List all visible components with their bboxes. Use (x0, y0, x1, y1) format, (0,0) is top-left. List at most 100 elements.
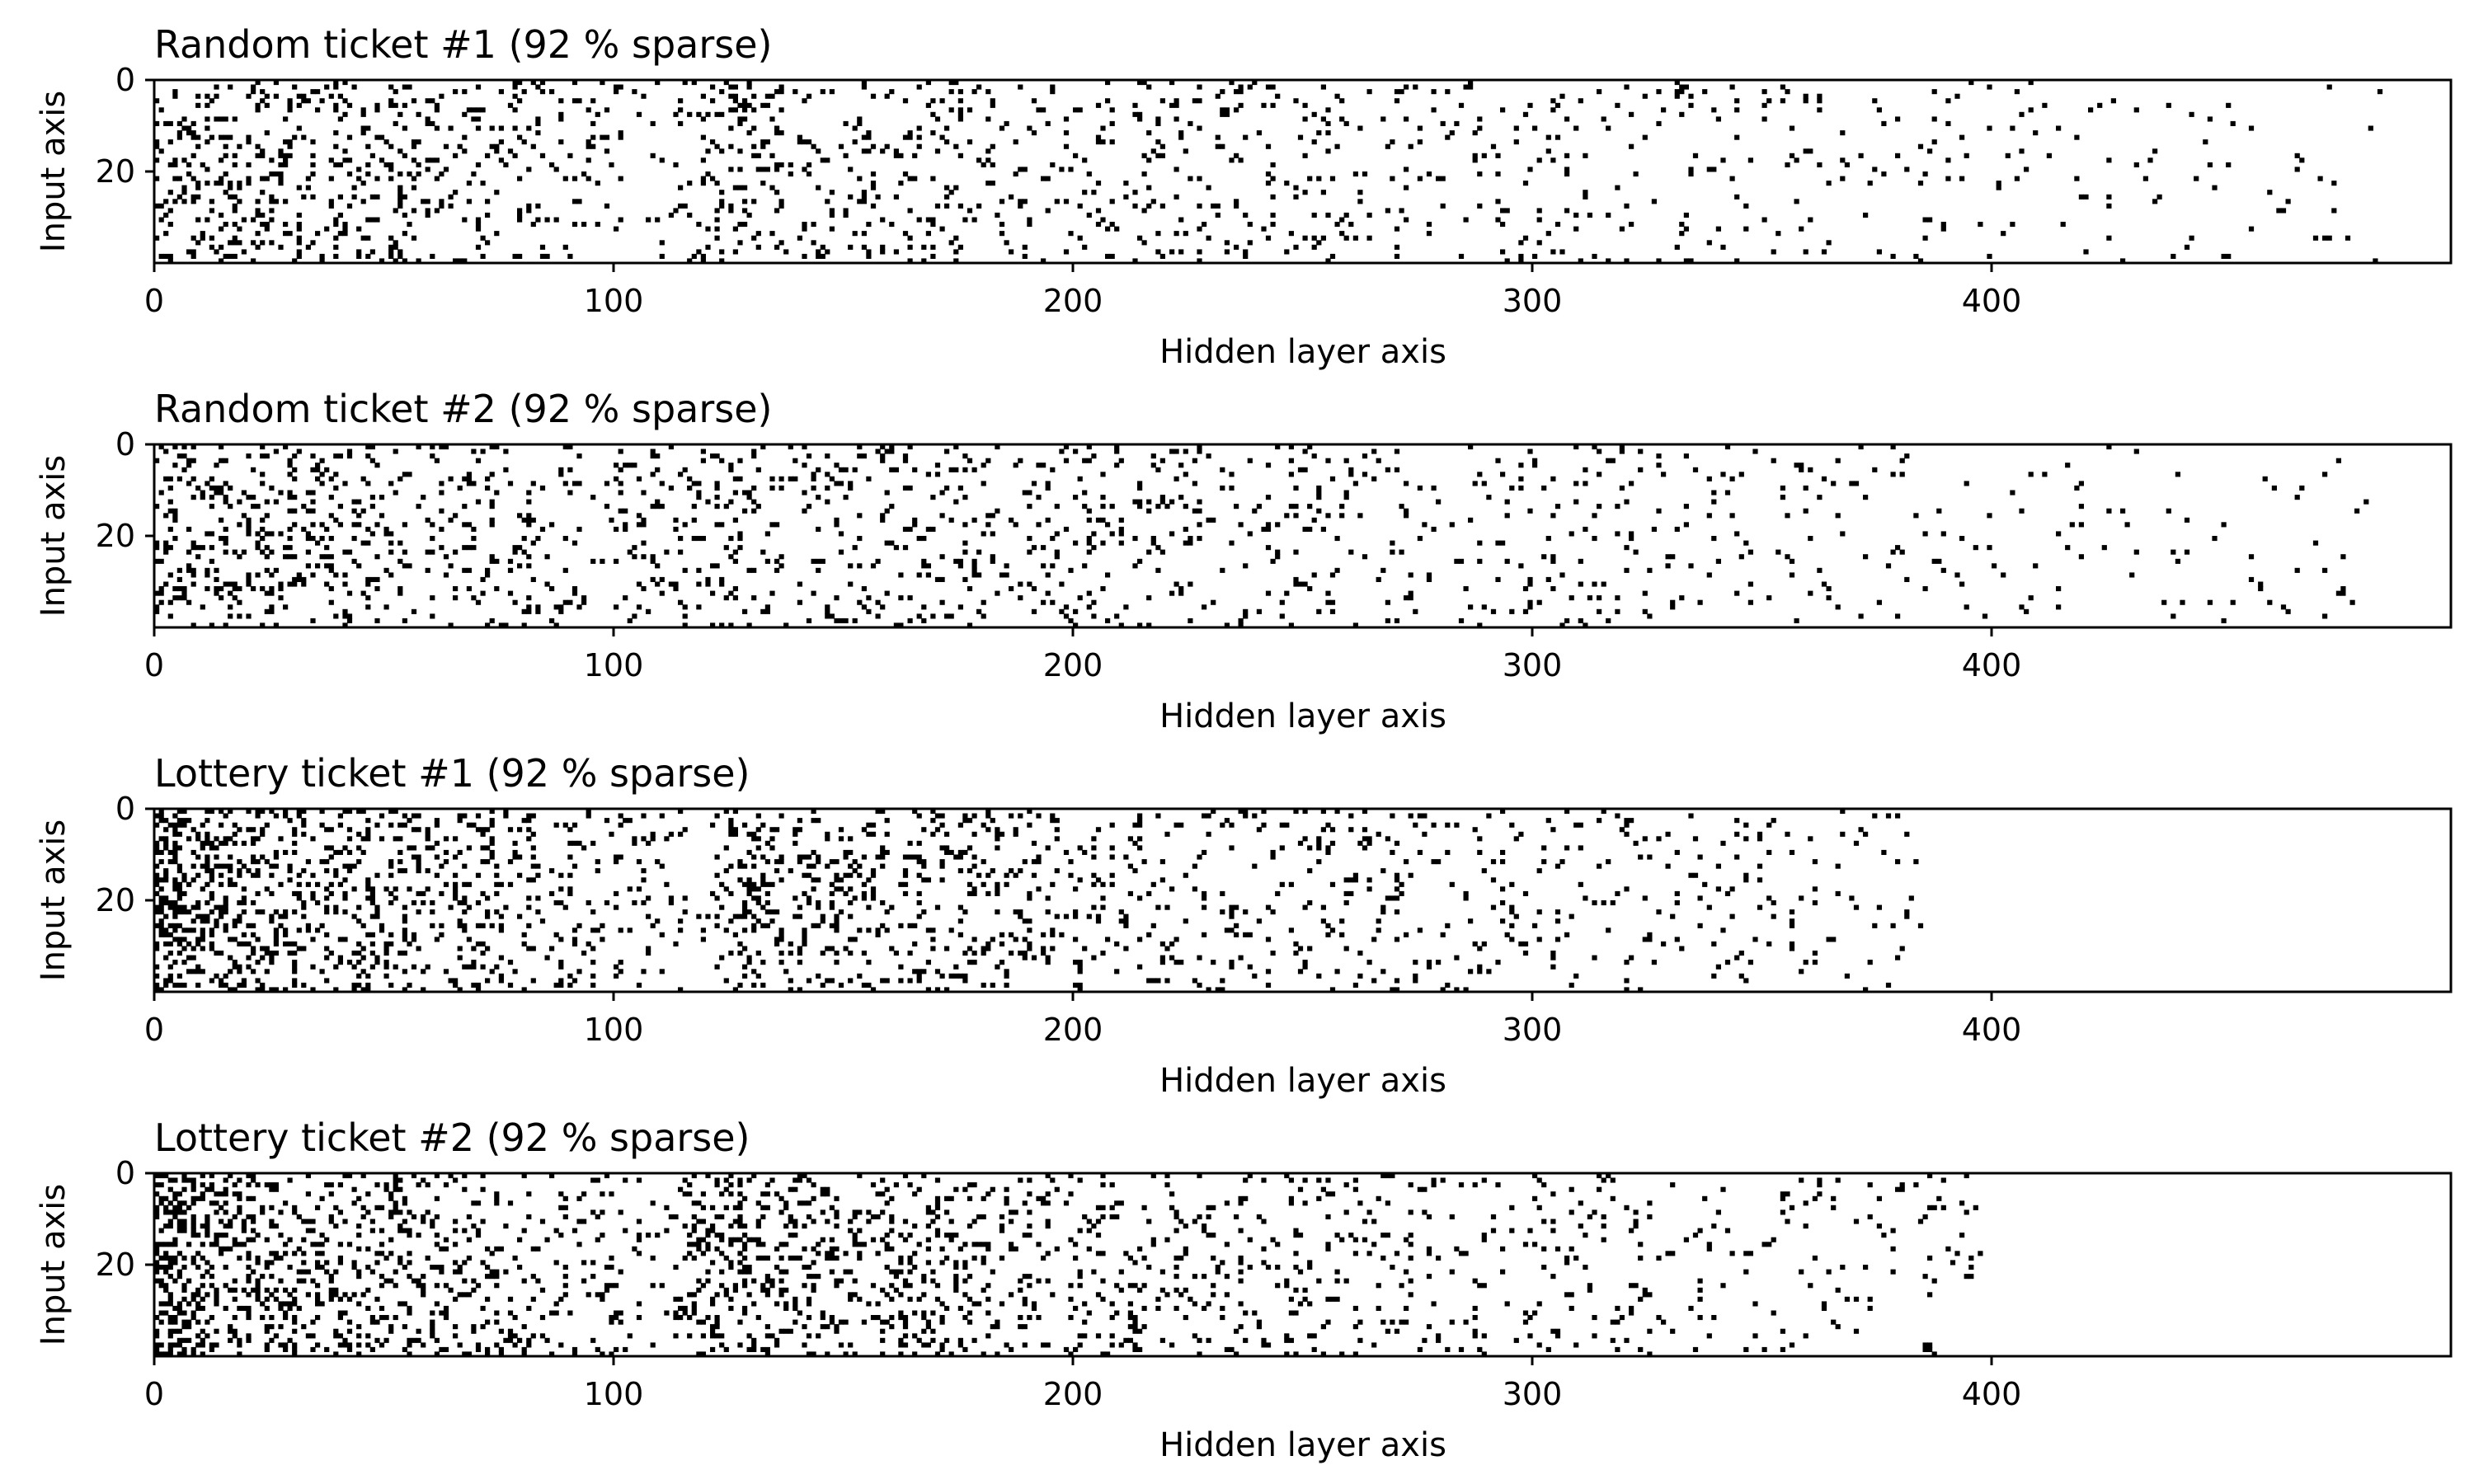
active-weight-cell (1054, 836, 1060, 842)
active-weight-cell (1045, 517, 1051, 523)
active-weight-cell (1404, 508, 1409, 514)
active-weight-cell (1615, 813, 1620, 819)
active-weight-cell (700, 937, 706, 942)
active-weight-cell (205, 531, 210, 537)
active-weight-cell (232, 203, 238, 209)
active-weight-cell (292, 467, 298, 472)
active-weight-cell (246, 923, 252, 928)
active-weight-cell (457, 818, 463, 824)
active-weight-cell (1752, 448, 1758, 454)
active-weight-cell (1692, 153, 1699, 158)
active-weight-cell (526, 836, 532, 842)
active-weight-cell (346, 863, 353, 869)
active-weight-cell (526, 517, 532, 523)
active-weight-cell (425, 98, 430, 104)
active-weight-cell (811, 222, 816, 228)
active-weight-cell (443, 167, 449, 172)
active-weight-cell (590, 973, 596, 979)
active-weight-cell (260, 153, 266, 158)
active-weight-cell (158, 1319, 164, 1325)
active-weight-cell (2046, 153, 2052, 158)
active-weight-cell (369, 932, 375, 937)
active-weight-cell (1545, 576, 1551, 582)
active-weight-cell (260, 549, 266, 555)
active-weight-cell (296, 928, 302, 933)
active-weight-cell (673, 586, 679, 592)
active-weight-cell (1265, 522, 1272, 528)
active-weight-cell (1036, 463, 1042, 468)
active-weight-cell (301, 134, 307, 140)
active-weight-cell (1041, 107, 1047, 113)
active-weight-cell (985, 872, 991, 878)
active-weight-cell (278, 153, 284, 158)
active-weight-cell (1302, 836, 1308, 842)
active-weight-cell (223, 458, 228, 463)
active-weight-cell (636, 522, 642, 528)
active-weight-cell (181, 1200, 187, 1206)
active-weight-cell (407, 222, 412, 228)
active-weight-cell (1150, 199, 1156, 204)
active-weight-cell (512, 253, 518, 259)
active-weight-cell (365, 444, 371, 450)
active-weight-cell (1243, 932, 1249, 937)
active-weight-cell (1073, 909, 1079, 915)
active-weight-cell (360, 923, 366, 928)
active-weight-cell (1362, 809, 1368, 815)
active-weight-cell (251, 467, 256, 472)
active-weight-cell (365, 171, 371, 177)
active-weight-cell (416, 946, 421, 951)
active-weight-cell (614, 604, 619, 610)
active-weight-cell (893, 194, 899, 200)
active-weight-cell (237, 964, 242, 970)
active-weight-cell (1334, 536, 1340, 542)
active-weight-cell (925, 877, 931, 883)
active-weight-cell (755, 827, 761, 833)
active-weight-cell (1849, 895, 1855, 901)
active-weight-cell (402, 563, 407, 569)
active-weight-cell (1399, 208, 1404, 214)
active-weight-cell (2101, 545, 2107, 551)
active-weight-cell (1817, 93, 1823, 99)
active-weight-cell (223, 973, 228, 979)
active-weight-cell (705, 581, 711, 587)
active-weight-cell (1606, 618, 1611, 623)
active-weight-cell (388, 176, 394, 181)
active-weight-cell (880, 900, 886, 906)
active-weight-cell (687, 258, 693, 264)
active-weight-cell (1734, 818, 1740, 824)
active-weight-cell (292, 909, 298, 915)
active-weight-cell (544, 955, 550, 960)
active-weight-cell (1366, 235, 1372, 241)
active-weight-cell (228, 1337, 233, 1343)
active-weight-cell (273, 1223, 279, 1229)
active-weight-cell (195, 1265, 201, 1270)
active-weight-cell (176, 1351, 182, 1357)
active-weight-cell (448, 904, 454, 910)
active-weight-cell (921, 859, 927, 865)
active-weight-cell (751, 153, 757, 158)
active-weight-cell (1532, 253, 1538, 259)
active-weight-cell (774, 567, 780, 573)
active-weight-cell (829, 904, 835, 910)
active-weight-cell (1670, 554, 1676, 560)
active-weight-cell (1385, 895, 1390, 901)
active-weight-cell (172, 1191, 178, 1197)
active-weight-cell (190, 1315, 196, 1321)
active-weight-cell (1812, 859, 1818, 865)
active-weight-cell (1325, 599, 1331, 605)
active-weight-cell (769, 881, 775, 887)
active-weight-cell (553, 167, 559, 172)
active-weight-cell (319, 522, 325, 528)
active-weight-cell (255, 890, 261, 896)
active-weight-cell (1872, 167, 1878, 172)
active-weight-cell (2331, 208, 2337, 214)
active-weight-cell (255, 212, 261, 218)
active-weight-cell (498, 157, 504, 163)
active-weight-cell (209, 558, 214, 564)
active-weight-cell (462, 567, 468, 573)
active-weight-cell (843, 495, 849, 500)
active-weight-cell (172, 595, 178, 601)
active-weight-cell (1018, 951, 1023, 956)
active-weight-cell (466, 904, 472, 910)
active-weight-cell (948, 517, 954, 523)
